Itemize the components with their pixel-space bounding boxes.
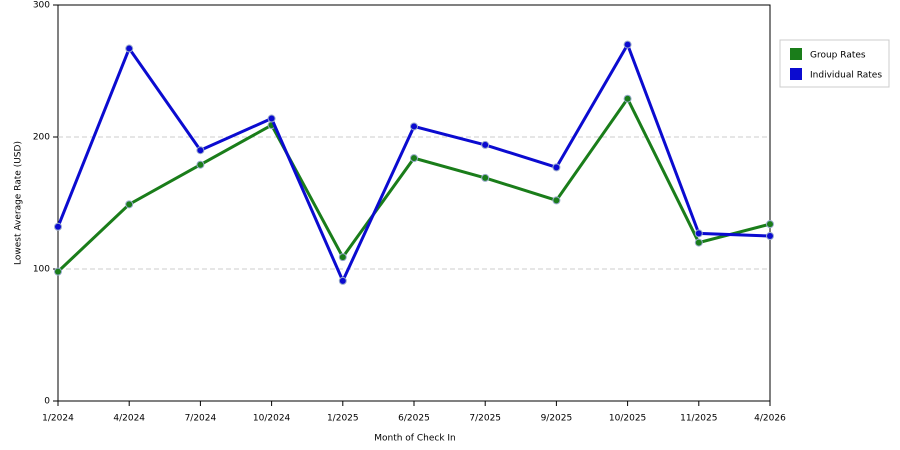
point	[338, 276, 347, 285]
x-tick-label: 10/2025	[609, 414, 646, 424]
point	[623, 40, 632, 49]
series-line	[56, 41, 771, 285]
x-tick-label: 4/2026	[754, 414, 786, 424]
point	[338, 253, 347, 262]
point	[623, 94, 632, 103]
x-tick-label: 7/2024	[185, 414, 217, 424]
x-tick-label: 11/2025	[680, 414, 717, 424]
x-tick-label: 1/2024	[42, 414, 74, 424]
legend-swatch	[790, 68, 802, 80]
point	[410, 122, 418, 131]
x-tick-label: 7/2025	[469, 414, 501, 424]
point	[54, 267, 62, 276]
plot-area	[57, 4, 771, 402]
y-tick-label: 0	[44, 397, 50, 407]
point	[481, 140, 490, 149]
legend-label: Group Rates	[810, 51, 866, 61]
x-tick-label: 4/2024	[113, 414, 145, 424]
point	[196, 146, 205, 155]
point	[54, 222, 62, 231]
legend-swatch	[790, 48, 802, 60]
y-tick-label: 300	[33, 1, 50, 11]
legend-label: Individual Rates	[810, 71, 882, 81]
x-tick-label: 1/2025	[327, 414, 359, 424]
point	[694, 238, 703, 247]
point	[267, 114, 276, 123]
point	[481, 173, 490, 182]
y-tick-label: 200	[33, 133, 50, 143]
point	[552, 163, 561, 172]
x-tick-label: 6/2025	[398, 414, 430, 424]
point	[125, 200, 134, 209]
point	[125, 44, 134, 53]
point	[196, 160, 205, 169]
point	[766, 232, 774, 240]
point	[694, 229, 703, 238]
y-tick-label: 100	[33, 265, 50, 275]
x-tick-label: 9/2025	[541, 414, 573, 424]
point	[552, 196, 561, 205]
x-axis-label: Month of Check In	[374, 434, 456, 444]
point	[410, 154, 418, 163]
point	[766, 220, 774, 229]
x-tick-label: 10/2024	[253, 414, 291, 424]
y-axis-label: Lowest Average Rate (USD)	[14, 141, 24, 265]
